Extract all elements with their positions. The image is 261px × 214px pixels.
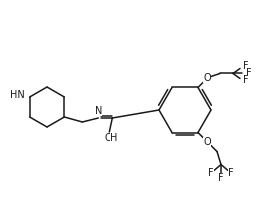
Text: N: N: [95, 106, 102, 116]
Text: H: H: [110, 133, 117, 143]
Text: F: F: [208, 168, 214, 178]
Text: F: F: [243, 61, 249, 71]
Text: F: F: [228, 168, 234, 178]
Text: HN: HN: [10, 90, 25, 100]
Text: O: O: [104, 133, 112, 143]
Text: F: F: [246, 68, 252, 79]
Text: O: O: [203, 137, 211, 147]
Text: F: F: [218, 172, 224, 183]
Text: O: O: [203, 73, 211, 83]
Text: F: F: [243, 76, 249, 85]
